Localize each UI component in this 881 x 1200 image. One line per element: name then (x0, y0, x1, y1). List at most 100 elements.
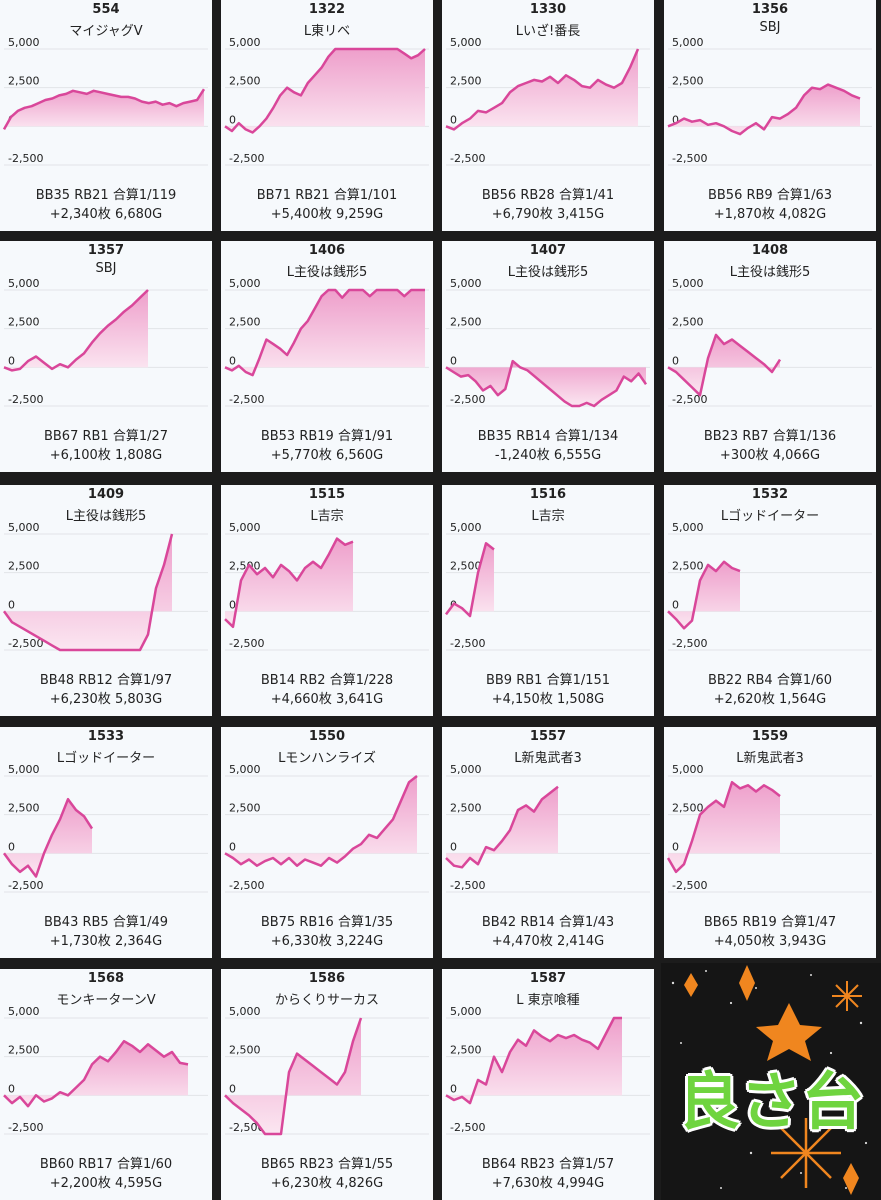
series-line (224, 775, 418, 867)
machine-panel[interactable]: 5,000 2,500 0 -2,500 1356 SBJ BB56 RB9 合算1/63 +… (664, 0, 876, 231)
bonus-stats: BB35 RB21 合算1/119 (35, 188, 177, 203)
machine-panel[interactable]: 5,000 2,500 0 -2,500 1515 L吉宗 BB14 RB2 合算1/228… (221, 485, 433, 716)
series-line (667, 333, 782, 397)
machine-name: Lモンハンライズ (278, 751, 376, 766)
medal-game-stats: +4,470枚 2,414G (491, 934, 605, 949)
y-tick-label: 2,500 (8, 560, 40, 573)
machine-panel[interactable]: 5,000 2,500 0 -2,500 1568 モンキーターンV BB60 RB17 合… (0, 969, 212, 1200)
y-tick-label: -2,500 (8, 1121, 43, 1134)
series-line (224, 288, 425, 377)
machine-name: L吉宗 (531, 509, 565, 524)
bonus-stats: BB22 RB4 合算1/60 (707, 673, 833, 688)
medal-game-stats: +6,230枚 4,826G (270, 1176, 384, 1191)
y-tick-label: 5,000 (229, 521, 261, 534)
y-tick-label: 5,000 (672, 277, 704, 290)
series-area (4, 290, 148, 371)
good-machine-badge: 良さ台 (661, 963, 881, 1200)
y-tick-label: 2,500 (450, 802, 482, 815)
y-tick-label: 5,000 (8, 521, 40, 534)
series-line (445, 359, 648, 408)
y-tick-label: 2,500 (450, 1044, 482, 1057)
y-tick-label: -2,500 (8, 879, 43, 892)
machine-panel[interactable]: 5,000 2,500 0 -2,500 1406 L主役は銭形5 BB53 RB19 合算… (221, 241, 433, 472)
y-tick-label: 0 (8, 354, 15, 367)
sparkle-icon (771, 1118, 841, 1188)
machine-panel[interactable]: 5,000 2,500 0 -2,500 1322 L東リベ BB71 RB21 合算1/1… (221, 0, 433, 231)
series-area (4, 1041, 188, 1107)
bonus-stats: BB67 RB1 合算1/27 (43, 429, 169, 444)
medal-game-stats: +300枚 4,066G (719, 448, 821, 463)
machine-panel[interactable]: 5,000 2,500 0 -2,500 1407 L主役は銭形5 BB35 RB14 合算… (442, 241, 654, 472)
series-area (446, 361, 646, 406)
machine-number: 1409 (87, 487, 125, 502)
y-tick-label: 5,000 (8, 763, 40, 776)
machine-number: 554 (92, 2, 120, 17)
bonus-stats: BB43 RB5 合算1/49 (43, 915, 169, 930)
y-tick-label: 0 (672, 354, 679, 367)
y-tick-label: 5,000 (229, 1005, 261, 1018)
y-tick-label: 0 (229, 354, 236, 367)
y-tick-label: 0 (229, 113, 236, 126)
y-tick-label: 2,500 (672, 316, 704, 329)
y-tick-label: -2,500 (229, 393, 264, 406)
machine-panel[interactable]: 5,000 2,500 0 -2,500 1532 Lゴッドイーター BB22 RB4 合算… (664, 485, 876, 716)
bonus-stats: BB71 RB21 合算1/101 (256, 188, 398, 203)
y-tick-label: 2,500 (229, 802, 261, 815)
bonus-stats: BB14 RB2 合算1/228 (260, 673, 394, 688)
series-line (2, 88, 206, 131)
y-tick-label: -2,500 (450, 1121, 485, 1134)
y-tick-label: 5,000 (450, 763, 482, 776)
bonus-stats: BB35 RB14 合算1/134 (477, 429, 619, 444)
y-tick-label: -2,500 (450, 393, 485, 406)
machine-panel[interactable]: 5,000 2,500 0 -2,500 1408 L主役は銭形5 BB23 RB7 合算1… (664, 241, 876, 472)
machine-panel[interactable]: 5,000 2,500 0 -2,500 1586 からくりサーカス BB65 RB23 合… (221, 969, 433, 1200)
machine-number: 1532 (751, 487, 789, 502)
machine-number: 1550 (308, 729, 346, 744)
bonus-stats: BB23 RB7 合算1/136 (703, 429, 837, 444)
machine-panel[interactable]: 5,000 2,500 0 -2,500 1357 SBJ BB67 RB1 合算1/27 +… (0, 241, 212, 472)
y-tick-label: 0 (672, 840, 679, 853)
diamond-icon (843, 1163, 859, 1195)
machine-name: L新鬼武者3 (514, 751, 582, 766)
y-tick-label: 2,500 (672, 560, 704, 573)
medal-game-stats: +7,630枚 4,994G (491, 1176, 605, 1191)
diamond-icon (684, 973, 698, 997)
machine-number: 1357 (87, 243, 125, 258)
bonus-stats: BB64 RB23 合算1/57 (481, 1157, 615, 1172)
machine-name: L東リベ (303, 24, 351, 39)
medal-game-stats: +2,620枚 1,564G (713, 692, 827, 707)
series-area (4, 534, 172, 650)
bonus-stats: BB56 RB9 合算1/63 (707, 188, 833, 203)
machine-panel[interactable]: 5,000 2,500 0 -2,500 1533 Lゴッドイーター BB43 RB5 合算… (0, 727, 212, 958)
machine-panel[interactable]: 5,000 2,500 0 -2,500 1550 Lモンハンライズ BB75 RB16 合… (221, 727, 433, 958)
y-tick-label: -2,500 (229, 879, 264, 892)
series-line (3, 1039, 189, 1108)
machine-panel[interactable]: 5,000 2,500 0 -2,500 1587 L 東京喰種 BB64 RB23 合算1… (442, 969, 654, 1200)
machine-panel[interactable]: 5,000 2,500 0 -2,500 1409 L主役は銭形5 BB48 RB12 合算… (0, 485, 212, 716)
machine-name: L主役は銭形5 (729, 265, 811, 280)
medal-game-stats: +6,100枚 1,808G (49, 448, 163, 463)
medal-game-stats: +1,870枚 4,082G (713, 207, 827, 222)
y-tick-label: 2,500 (450, 560, 482, 573)
y-tick-label: 0 (672, 598, 679, 611)
machine-number: 1559 (751, 729, 789, 744)
y-tick-label: -2,500 (229, 637, 264, 650)
y-tick-label: 5,000 (672, 521, 704, 534)
y-tick-label: 2,500 (8, 316, 40, 329)
series-area (4, 89, 204, 130)
machine-panel[interactable]: 5,000 2,500 0 -2,500 1330 Lいざ!番長 BB56 RB28 合算1… (442, 0, 654, 231)
bonus-stats: BB53 RB19 合算1/91 (260, 429, 394, 444)
machine-panel[interactable]: 5,000 2,500 0 -2,500 1557 L新鬼武者3 BB42 RB14 合算1… (442, 727, 654, 958)
series-line (667, 83, 861, 136)
machine-panel[interactable]: 5,000 2,500 0 -2,500 1559 L新鬼武者3 BB65 RB19 合算1… (664, 727, 876, 958)
